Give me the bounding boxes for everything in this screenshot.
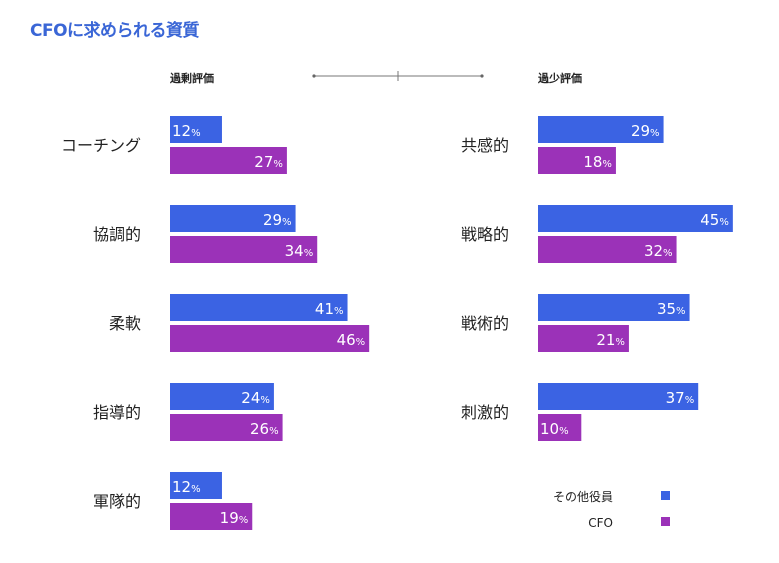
bar-other-executives	[170, 205, 296, 232]
bar-other-executives	[538, 383, 699, 410]
data-label: 24%	[241, 389, 270, 407]
bar-other-executives	[170, 116, 222, 143]
legend: その他役員 CFO	[553, 489, 670, 530]
data-label: 12%	[172, 122, 201, 140]
data-label: 19%	[220, 509, 249, 527]
legend-swatch	[661, 491, 670, 500]
bar-other-executives	[538, 116, 664, 143]
category-label: コーチング	[61, 136, 141, 155]
data-label: 26%	[250, 420, 279, 438]
category-label: 戦術的	[461, 314, 509, 333]
data-label: 45%	[700, 211, 729, 229]
category-label: 共感的	[461, 136, 509, 155]
bar-cfo	[170, 503, 253, 530]
bar-cfo	[538, 236, 677, 263]
bar-other-executives	[170, 383, 274, 410]
data-label: 12%	[172, 478, 201, 496]
legend-swatch	[661, 517, 670, 526]
bar-cfo	[170, 236, 318, 263]
scale-divider	[312, 71, 484, 81]
data-label: 21%	[596, 331, 625, 349]
data-label: 41%	[315, 300, 344, 318]
bar-cfo	[170, 147, 287, 174]
data-label: 29%	[631, 122, 660, 140]
category-label: 刺激的	[461, 403, 509, 422]
data-label: 34%	[285, 242, 314, 260]
category-label: 戦略的	[461, 225, 509, 244]
data-label: 27%	[254, 153, 283, 171]
data-label: 35%	[657, 300, 686, 318]
bar-other-executives	[170, 472, 222, 499]
bar-cfo	[538, 325, 629, 352]
bar-cfo	[538, 147, 616, 174]
panel-heading-overrated: 過剰評価	[170, 72, 214, 85]
bar-cfo	[170, 325, 370, 352]
category-label: 指導的	[93, 403, 141, 422]
chart-title: CFOに求められる資質	[30, 21, 200, 41]
data-label: 37%	[666, 389, 695, 407]
category-label: 軍隊的	[93, 492, 141, 511]
bar-cfo	[538, 414, 582, 441]
category-label: 協調的	[93, 225, 141, 244]
bar-other-executives	[538, 294, 690, 321]
bar-other-executives	[538, 205, 733, 232]
data-label: 46%	[337, 331, 366, 349]
panel-heading-underrated: 過少評価	[538, 72, 582, 85]
data-label: 29%	[263, 211, 292, 229]
category-label: 柔軟	[109, 314, 141, 333]
legend-label: CFO	[588, 516, 613, 530]
bar-cfo	[170, 414, 283, 441]
legend-label: その他役員	[553, 489, 613, 504]
data-label: 18%	[583, 153, 612, 171]
bar-other-executives	[170, 294, 348, 321]
data-label: 10%	[540, 420, 569, 438]
data-label: 32%	[644, 242, 673, 260]
